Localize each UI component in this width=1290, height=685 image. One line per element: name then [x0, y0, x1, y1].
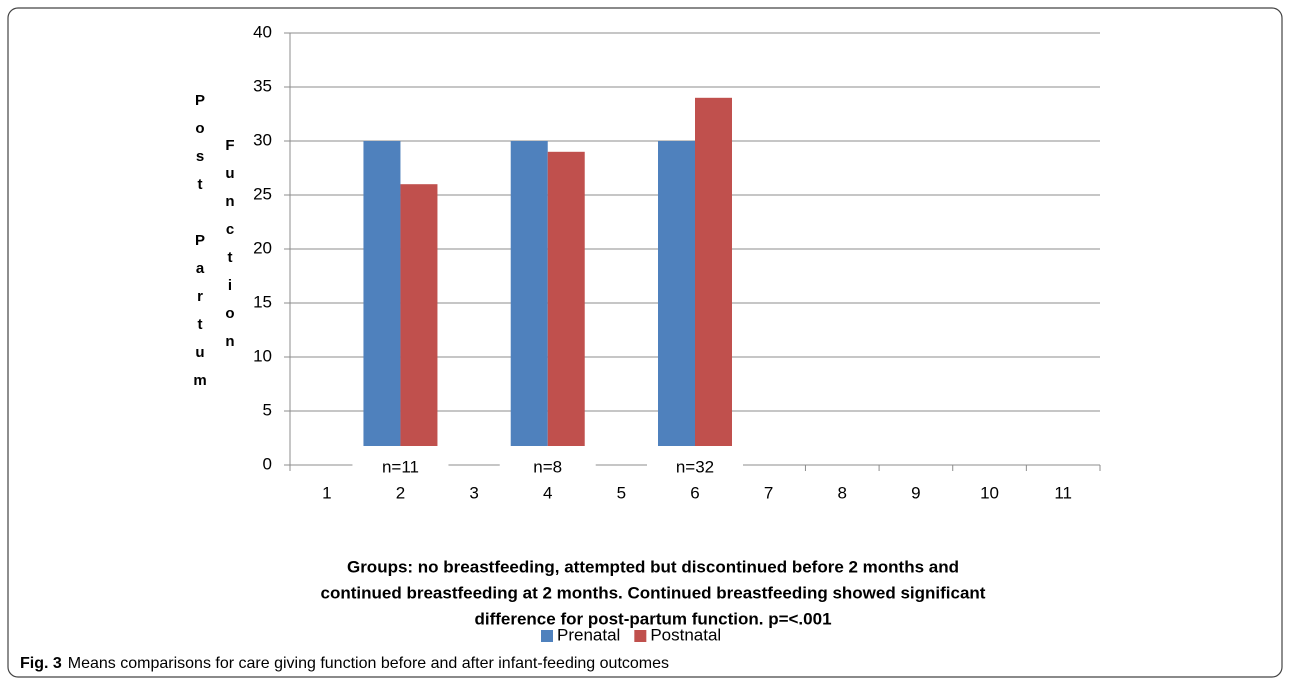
bar [547, 151, 585, 466]
x-tick-label: 3 [469, 483, 478, 502]
x-tick-label: 10 [980, 483, 999, 502]
y-tick-label: 20 [253, 238, 272, 257]
legend-label: Postnatal [650, 625, 721, 644]
bar [510, 141, 548, 465]
bar [658, 141, 695, 465]
legend-label: Prenatal [557, 625, 620, 644]
group-label-background [499, 446, 596, 474]
x-tick-label: 7 [764, 483, 773, 502]
caption-text: Means comparisons for care giving functi… [68, 655, 669, 672]
x-axis-label: Groups: no breastfeeding, attempted but … [347, 557, 959, 576]
x-tick-label: 11 [1054, 483, 1072, 502]
x-tick-label: 9 [911, 483, 920, 502]
group-label-background [352, 446, 449, 474]
bar [695, 97, 732, 466]
caption-label: Fig. 3 [20, 655, 62, 672]
x-tick-label: 2 [396, 483, 405, 502]
group-label: n=32 [676, 457, 714, 476]
x-axis-label: difference for post-partum function. p=<… [474, 609, 831, 628]
x-tick-label: 1 [322, 483, 331, 502]
y-tick-label: 40 [253, 22, 272, 41]
x-tick-label: 4 [543, 483, 552, 502]
frame [7, 7, 1283, 678]
bar [363, 141, 401, 465]
legend-swatch [634, 630, 647, 642]
y-tick-label: 10 [253, 346, 272, 365]
x-tick-label: 6 [690, 483, 699, 502]
y-axis-label: Function [222, 137, 239, 361]
y-tick-label: 15 [253, 292, 272, 311]
y-tick-label: 35 [253, 76, 272, 95]
y-tick-label: 25 [253, 184, 272, 203]
bar [400, 184, 438, 465]
x-tick-label: 5 [617, 483, 626, 502]
group-label-background [647, 446, 743, 474]
y-axis-label: Post Partum [192, 92, 209, 400]
x-axis-label: continued breastfeeding at 2 months. Con… [321, 583, 986, 602]
x-tick-label: 8 [838, 483, 847, 502]
group-label: n=11 [382, 457, 419, 476]
caption: Fig. 3 Means comparisons for care giving … [20, 655, 669, 672]
y-tick-label: 5 [263, 400, 272, 419]
legend-swatch [541, 630, 553, 642]
y-tick-label: 0 [263, 454, 272, 473]
group-label: n=8 [533, 457, 562, 476]
y-tick-label: 30 [253, 130, 272, 149]
